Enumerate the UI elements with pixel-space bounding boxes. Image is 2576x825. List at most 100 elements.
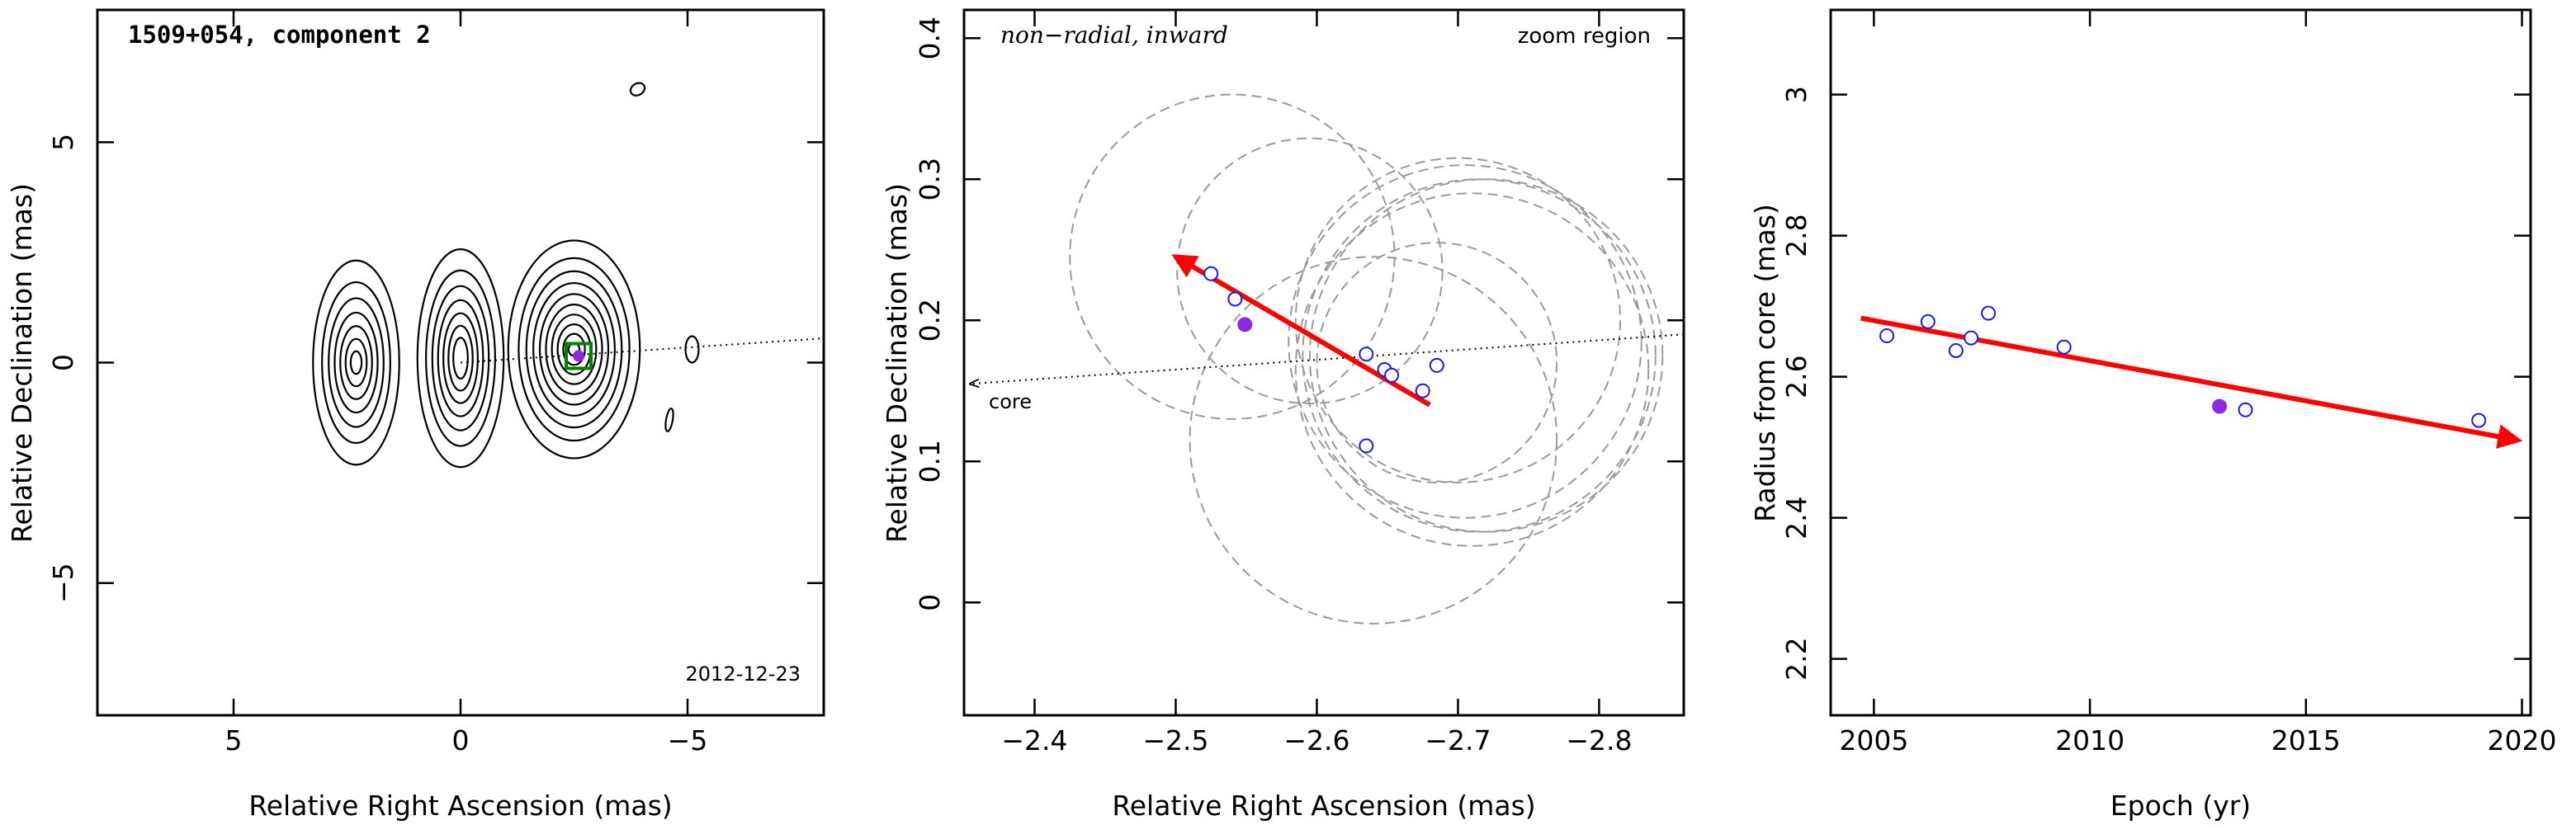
error-circle bbox=[1316, 242, 1558, 483]
panel-zoom-region: non−radial, inward zoom region core −2.4… bbox=[881, 8, 1685, 822]
data-point bbox=[1359, 438, 1374, 454]
x-tick-labels: 5 0 −5 bbox=[225, 724, 708, 757]
contour-level bbox=[344, 337, 368, 388]
panel-contour-map: 1509+054, component 2 2012-12-23 5 0 −5 5 0… bbox=[6, 8, 825, 822]
y-tick-label: 0 bbox=[47, 354, 79, 371]
x-tick-label: 2010 bbox=[2055, 724, 2125, 757]
y-tick-label: −5 bbox=[47, 563, 79, 603]
x-tick-label: −2.8 bbox=[1566, 724, 1632, 757]
data-point bbox=[1964, 330, 1979, 346]
error-circle bbox=[1294, 192, 1650, 547]
highlight-point bbox=[2212, 398, 2228, 414]
contour-level bbox=[416, 248, 505, 469]
data-point bbox=[1359, 346, 1374, 362]
data-point bbox=[1203, 266, 1219, 281]
core-label: core bbox=[989, 390, 1032, 413]
contour-level bbox=[664, 408, 674, 432]
x-tick-label: 0 bbox=[452, 724, 470, 757]
x-tick-labels: −2.4 −2.5 −2.6 −2.7 −2.8 bbox=[1001, 724, 1632, 757]
contour-level bbox=[525, 270, 623, 429]
x-axis-label: Relative Right Ascension (mas) bbox=[1112, 790, 1535, 822]
data-point bbox=[1415, 383, 1430, 398]
contour-level bbox=[349, 350, 363, 375]
data-point bbox=[2471, 412, 2487, 428]
data-point bbox=[1429, 357, 1444, 373]
data-point bbox=[1920, 314, 1936, 329]
x-tick-label: −2.6 bbox=[1283, 724, 1349, 757]
contour-level bbox=[425, 269, 496, 447]
zoom-region-label: zoom region bbox=[1518, 24, 1651, 49]
contour-level bbox=[629, 82, 646, 97]
position-points bbox=[1203, 266, 1444, 454]
error-circle bbox=[1308, 178, 1664, 533]
y-tick-label: 0.2 bbox=[914, 299, 946, 342]
data-point bbox=[2056, 339, 2072, 355]
y-tick-label: 5 bbox=[47, 134, 79, 151]
contour-level bbox=[333, 311, 379, 414]
contour-level bbox=[442, 312, 479, 404]
y-tick-label: 0.3 bbox=[914, 158, 946, 200]
axis-ticks bbox=[964, 10, 1684, 715]
contour-level bbox=[538, 293, 610, 406]
y-tick-label: 2.4 bbox=[1780, 496, 1813, 539]
data-point bbox=[1227, 291, 1243, 307]
plot-frame bbox=[1829, 8, 2532, 717]
y-tick-label: 2.8 bbox=[1780, 214, 1813, 257]
panel-title: 1509+054, component 2 bbox=[128, 21, 431, 49]
y-tick-label: 2.2 bbox=[1780, 637, 1813, 680]
component-position-marker bbox=[573, 350, 584, 362]
x-tick-label: 2005 bbox=[1839, 724, 1908, 757]
contour-level bbox=[518, 257, 631, 442]
x-tick-label: −5 bbox=[668, 724, 708, 757]
epoch-label: 2012-12-23 bbox=[686, 662, 801, 686]
error-circle bbox=[1069, 93, 1396, 420]
x-axis-label: Relative Right Ascension (mas) bbox=[248, 790, 672, 822]
x-axis-label: Epoch (yr) bbox=[2110, 790, 2251, 822]
contour-level bbox=[447, 324, 474, 392]
contour-level bbox=[545, 304, 603, 395]
y-axis-label: Radius from core (mas) bbox=[1749, 204, 1781, 522]
x-tick-label: 2020 bbox=[2488, 724, 2557, 757]
data-point bbox=[1948, 342, 1964, 358]
reference-line bbox=[971, 333, 1685, 384]
x-tick-label: −2.5 bbox=[1142, 724, 1208, 757]
trend-arrow bbox=[1860, 315, 2523, 449]
data-point bbox=[1981, 305, 1997, 321]
axis-ticks bbox=[1831, 10, 2531, 715]
plot-frame bbox=[962, 8, 1685, 717]
data-point bbox=[1384, 367, 1400, 383]
y-tick-label: 3 bbox=[1780, 86, 1813, 103]
contour-level bbox=[328, 297, 385, 428]
contour-level bbox=[452, 337, 469, 380]
highlight-point bbox=[1237, 317, 1253, 332]
contour-level bbox=[507, 239, 641, 460]
contour-level bbox=[684, 335, 700, 364]
y-tick-labels: 2.2 2.4 2.6 2.8 3 bbox=[1780, 86, 1813, 681]
x-tick-label: 5 bbox=[225, 724, 243, 757]
panel-radius-vs-epoch: 2005 2010 2015 2020 2.2 2.4 2.6 2.8 3 Epoch (yr… bbox=[1749, 8, 2557, 822]
x-tick-label: −2.7 bbox=[1425, 724, 1491, 757]
radius-points bbox=[1879, 305, 2487, 428]
contour-level bbox=[321, 280, 391, 445]
y-tick-label: 0.4 bbox=[914, 16, 946, 59]
contour-level bbox=[551, 314, 598, 385]
y-axis-label: Relative Declination (mas) bbox=[6, 183, 38, 543]
error-circle bbox=[1302, 178, 1657, 533]
contour-level bbox=[437, 299, 484, 417]
y-tick-label: 2.6 bbox=[1780, 355, 1813, 398]
y-tick-label: 0 bbox=[914, 594, 946, 611]
data-point bbox=[2238, 402, 2253, 417]
axis-ticks bbox=[97, 10, 824, 715]
x-tick-label: −2.4 bbox=[1001, 724, 1067, 757]
reference-line bbox=[460, 337, 825, 364]
x-tick-labels: 2005 2010 2015 2020 bbox=[1839, 724, 2556, 757]
contour-level bbox=[562, 332, 586, 366]
contour-level bbox=[312, 259, 400, 466]
y-tick-labels: 5 0 −5 bbox=[47, 134, 79, 603]
x-tick-label: 2015 bbox=[2271, 724, 2341, 757]
y-tick-labels: 0 0.1 0.2 0.3 0.4 bbox=[914, 16, 946, 611]
error-circle bbox=[1294, 157, 1622, 483]
component-box bbox=[565, 342, 593, 370]
y-tick-label: 0.1 bbox=[914, 440, 946, 483]
